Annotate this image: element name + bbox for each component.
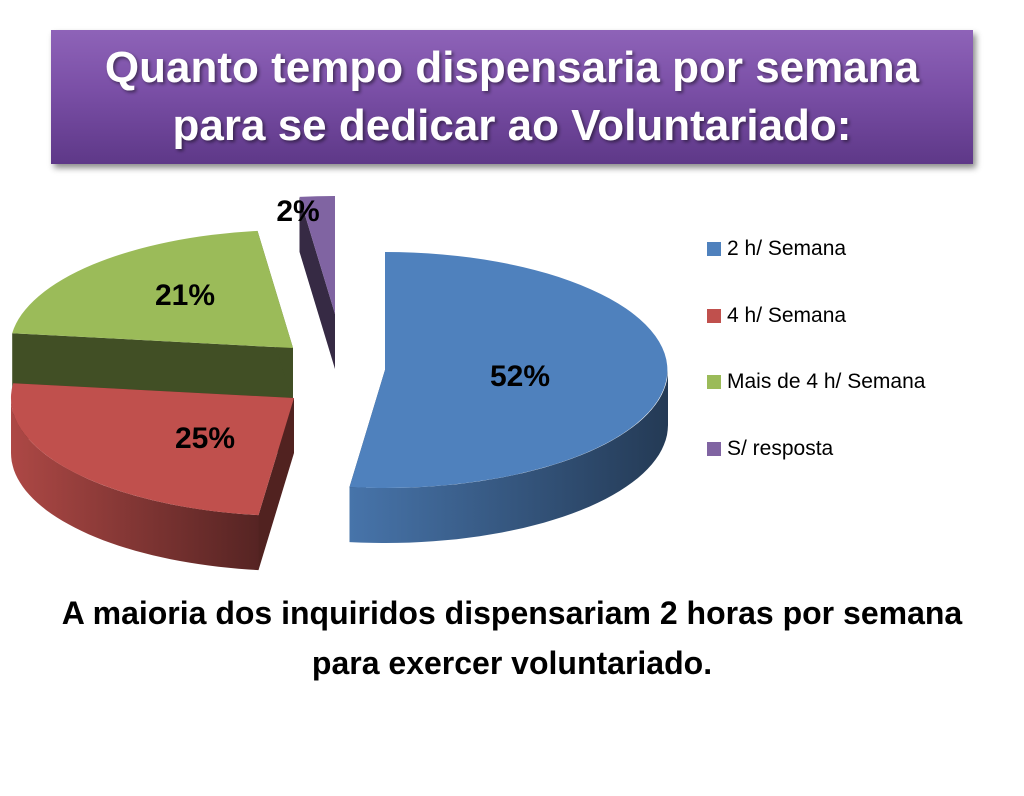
legend-swatch	[707, 242, 721, 256]
pie-slice-rim	[11, 398, 259, 571]
legend-swatch	[707, 308, 721, 323]
legend-label: 2 h/ Semana	[727, 237, 847, 260]
pie-tops	[10, 195, 668, 516]
legend-label: 4 h/ Semana	[727, 303, 847, 327]
data-label: 21%	[155, 279, 215, 312]
chart-caption: A maioria dos inquiridos dispensariam 2 …	[61, 595, 963, 681]
legend-item: 4 h/ Semana	[707, 299, 1007, 333]
pie-slice	[349, 252, 668, 488]
data-label: 2%	[276, 195, 319, 228]
legend-item: Mais de 4 h/ Semana	[707, 365, 1007, 399]
legend-item: 2 h/ Semana	[707, 232, 1007, 266]
pie-slice-side	[299, 196, 335, 369]
pie-slice-side	[12, 333, 293, 403]
pie-slice-rim	[349, 370, 668, 543]
page-title: Quanto tempo dispensaria por semana para…	[104, 43, 920, 150]
pie-slice	[12, 230, 293, 348]
title-banner: Quanto tempo dispensaria por semana para…	[51, 30, 973, 164]
legend-swatch	[707, 441, 721, 456]
chart-legend: 2 h/ Semana 4 h/ Semana Mais de 4 h/ Sem…	[707, 232, 1007, 498]
data-label: 52%	[490, 360, 550, 393]
legend-swatch	[707, 375, 721, 389]
pie-slice	[10, 383, 295, 516]
legend-item: S/ resposta	[707, 432, 1007, 466]
legend-label: S/ resposta	[727, 436, 834, 460]
data-label: 25%	[175, 422, 235, 455]
pie-slice	[299, 195, 335, 314]
legend-label: Mais de 4 h/ Semana	[727, 370, 926, 393]
